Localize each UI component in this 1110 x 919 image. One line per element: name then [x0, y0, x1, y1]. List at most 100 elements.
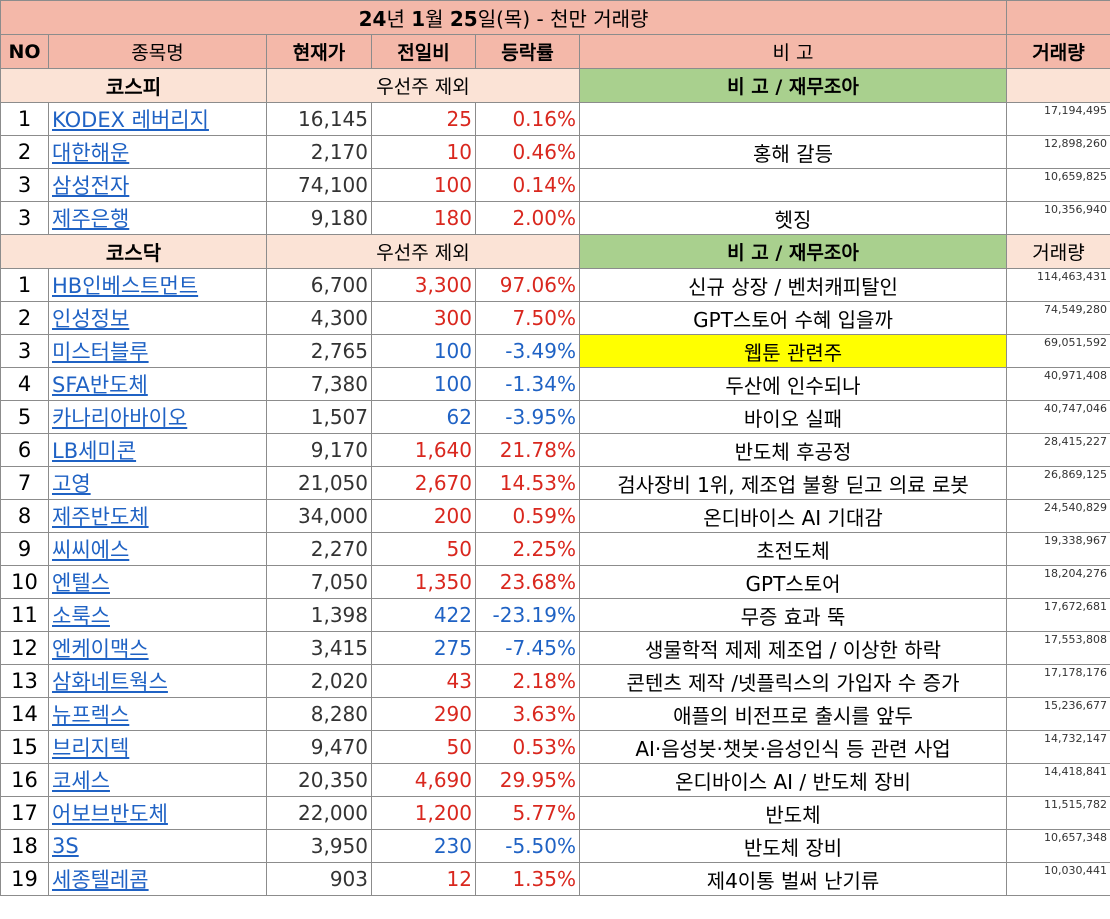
change-rate: 0.16% [475, 102, 580, 136]
change-rate: 0.46% [475, 135, 580, 169]
table-row: 1 KODEX 레버리지 16,145 25 0.16% 17,194,495 [0, 102, 1110, 136]
price-change: 100 [371, 367, 476, 401]
current-price: 1,507 [266, 400, 372, 434]
trade-volume: 26,869,125 [1006, 466, 1110, 500]
stock-name-link[interactable]: 소룩스 [48, 598, 267, 632]
current-price: 34,000 [266, 499, 372, 533]
remark [578, 168, 1008, 202]
row-number: 16 [0, 763, 49, 797]
remark: 두산에 인수되나 [578, 367, 1008, 401]
price-change: 50 [371, 730, 476, 764]
trade-volume: 12,898,260 [1006, 135, 1110, 169]
change-rate: 2.00% [475, 201, 580, 235]
change-rate: -5.50% [475, 829, 580, 863]
trade-volume: 40,971,408 [1006, 367, 1110, 401]
row-number: 8 [0, 499, 49, 533]
price-change: 50 [371, 532, 476, 566]
change-rate: -23.19% [475, 598, 580, 632]
remark: 콘텐츠 제작 /넷플릭스의 가입자 수 증가 [578, 664, 1008, 698]
trade-volume: 40,747,046 [1006, 400, 1110, 434]
price-change: 1,200 [371, 796, 476, 830]
trade-volume: 10,659,825 [1006, 168, 1110, 202]
current-price: 21,050 [266, 466, 372, 500]
page-title: 24년 1월 25일(목) - 천만 거래량 [0, 0, 1008, 35]
current-price: 3,950 [266, 829, 372, 863]
row-number: 7 [0, 466, 49, 500]
row-number: 17 [0, 796, 49, 830]
col-header-volume: 거래량 [1006, 34, 1110, 69]
change-rate: -3.49% [475, 334, 580, 368]
stock-name-link[interactable]: 뉴프렉스 [48, 697, 267, 731]
table-row: 10 엔텔스 7,050 1,350 23.68% GPT스토어 18,204,276 [0, 565, 1110, 599]
stock-name-link[interactable]: 대한해운 [48, 135, 267, 169]
row-number: 13 [0, 664, 49, 698]
stock-name-link[interactable]: 브리지텍 [48, 730, 267, 764]
change-rate: 7.50% [475, 301, 580, 335]
table-row: 11 소룩스 1,398 422 -23.19% 무증 효과 뚝 17,672,681 [0, 598, 1110, 632]
table-row: 12 엔케이맥스 3,415 275 -7.45% 생물학적 제제 제조업 / 이상한 하… [0, 631, 1110, 665]
change-rate: 23.68% [475, 565, 580, 599]
table-row: 1 HB인베스트먼트 6,700 3,300 97.06% 신규 상장 / 벤처캐피탈인 1… [0, 268, 1110, 302]
stock-name-link[interactable]: 세종텔레콤 [48, 862, 267, 896]
kosdaq-section-title: 코스닥 [0, 234, 267, 269]
price-change: 3,300 [371, 268, 476, 302]
price-change: 62 [371, 400, 476, 434]
stock-name-link[interactable]: 미스터블루 [48, 334, 267, 368]
stock-name-link[interactable]: 코세스 [48, 763, 267, 797]
title-spacer [1006, 0, 1110, 35]
stock-name-link[interactable]: 카나리아바이오 [48, 400, 267, 434]
change-rate: 97.06% [475, 268, 580, 302]
stock-name-link[interactable]: 제주은행 [48, 201, 267, 235]
stock-name-link[interactable]: 씨씨에스 [48, 532, 267, 566]
trade-volume: 17,553,808 [1006, 631, 1110, 665]
change-rate: 2.25% [475, 532, 580, 566]
stock-name-link[interactable]: SFA반도체 [48, 367, 267, 401]
volume-table: 24년 1월 25일(목) - 천만 거래량 NO 종목명 현재가 전일비 등락… [0, 0, 1110, 896]
stock-name-link[interactable]: 제주반도체 [48, 499, 267, 533]
stock-name-link[interactable]: LB세미콘 [48, 433, 267, 467]
row-number: 3 [0, 334, 49, 368]
table-row: 5 카나리아바이오 1,507 62 -3.95% 바이오 실패 40,747,046 [0, 400, 1110, 434]
table-row: 9 씨씨에스 2,270 50 2.25% 초전도체 19,338,967 [0, 532, 1110, 566]
current-price: 8,280 [266, 697, 372, 731]
row-number: 15 [0, 730, 49, 764]
kospi-volume-header [1006, 68, 1110, 103]
trade-volume: 24,540,829 [1006, 499, 1110, 533]
row-number: 18 [0, 829, 49, 863]
kosdaq-exclusion-note: 우선주 제외 [266, 234, 580, 269]
trade-volume: 11,515,782 [1006, 796, 1110, 830]
change-rate: 5.77% [475, 796, 580, 830]
price-change: 1,640 [371, 433, 476, 467]
current-price: 1,398 [266, 598, 372, 632]
current-price: 6,700 [266, 268, 372, 302]
current-price: 7,050 [266, 565, 372, 599]
stock-name-link[interactable]: 고영 [48, 466, 267, 500]
table-row: 16 코세스 20,350 4,690 29.95% 온디바이스 AI / 반도체 장비 1… [0, 763, 1110, 797]
stock-name-link[interactable]: 엔텔스 [48, 565, 267, 599]
remark: GPT스토어 [578, 565, 1008, 599]
col-header-name: 종목명 [48, 34, 267, 69]
stock-name-link[interactable]: KODEX 레버리지 [48, 102, 267, 136]
row-number: 3 [0, 201, 49, 235]
price-change: 25 [371, 102, 476, 136]
table-row: 3 제주은행 9,180 180 2.00% 헷징 10,356,940 [0, 201, 1110, 235]
stock-name-link[interactable]: 3S [48, 829, 267, 863]
stock-name-link[interactable]: 엔케이맥스 [48, 631, 267, 665]
table-row: 2 인성정보 4,300 300 7.50% GPT스토어 수혜 입을까 74,549,28… [0, 301, 1110, 335]
table-row: 4 SFA반도체 7,380 100 -1.34% 두산에 인수되나 40,971,408 [0, 367, 1110, 401]
table-row: 8 제주반도체 34,000 200 0.59% 온디바이스 AI 기대감 24,540,8… [0, 499, 1110, 533]
stock-name-link[interactable]: 인성정보 [48, 301, 267, 335]
stock-name-link[interactable]: HB인베스트먼트 [48, 268, 267, 302]
stock-name-link[interactable]: 삼화네트웍스 [48, 664, 267, 698]
remark: 헷징 [578, 201, 1008, 235]
remark: 바이오 실패 [578, 400, 1008, 434]
price-change: 422 [371, 598, 476, 632]
price-change: 4,690 [371, 763, 476, 797]
price-change: 300 [371, 301, 476, 335]
remark: 무증 효과 뚝 [578, 598, 1008, 632]
table-row: 7 고영 21,050 2,670 14.53% 검사장비 1위, 제조업 불황 딛고 의… [0, 466, 1110, 500]
current-price: 3,415 [266, 631, 372, 665]
stock-name-link[interactable]: 삼성전자 [48, 168, 267, 202]
remark: 반도체 [578, 796, 1008, 830]
stock-name-link[interactable]: 어보브반도체 [48, 796, 267, 830]
